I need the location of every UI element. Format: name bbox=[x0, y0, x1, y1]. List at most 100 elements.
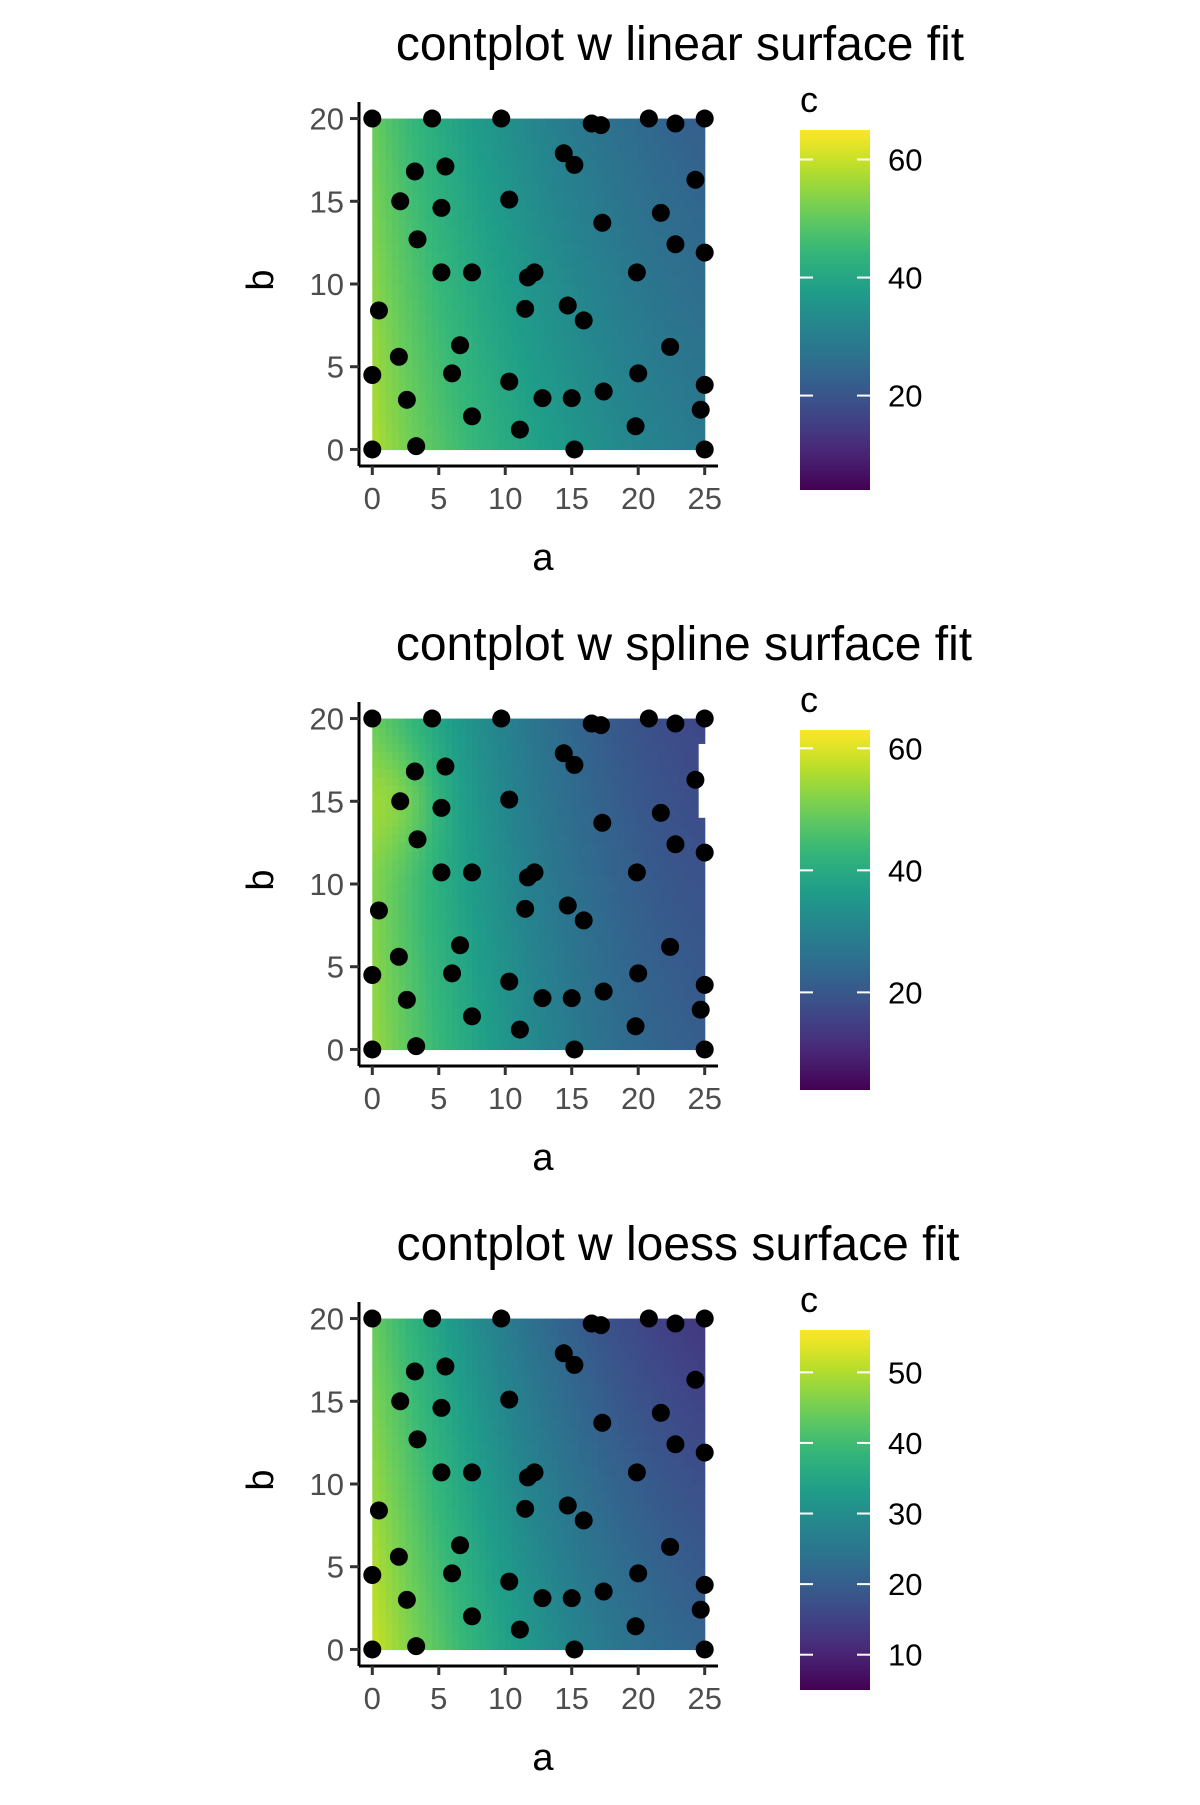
heatmap-tile bbox=[525, 1041, 532, 1050]
heatmap-tile bbox=[452, 1600, 459, 1609]
heatmap-tile bbox=[479, 358, 486, 367]
data-point bbox=[533, 389, 551, 407]
heatmap-tile bbox=[485, 301, 492, 310]
heatmap-tile bbox=[512, 358, 519, 367]
heatmap-tile bbox=[472, 1492, 479, 1501]
heatmap-tile bbox=[685, 967, 692, 976]
heatmap-tile bbox=[652, 350, 659, 359]
heatmap-tile bbox=[532, 234, 539, 243]
heatmap-tile bbox=[539, 743, 546, 752]
heatmap-tile bbox=[485, 901, 492, 910]
heatmap-tile bbox=[445, 743, 452, 752]
heatmap-tile bbox=[419, 400, 426, 409]
heatmap-tile bbox=[485, 1434, 492, 1443]
heatmap-tile bbox=[432, 735, 439, 744]
heatmap-tile bbox=[572, 243, 579, 252]
heatmap-tile bbox=[552, 408, 559, 417]
heatmap-tile bbox=[459, 810, 466, 819]
heatmap-tile bbox=[565, 210, 572, 219]
heatmap-tile bbox=[479, 334, 486, 343]
y-tick-label: 5 bbox=[327, 950, 344, 985]
heatmap-tile bbox=[406, 752, 413, 761]
heatmap-tile bbox=[459, 1501, 466, 1510]
heatmap-tile bbox=[499, 1517, 506, 1526]
heatmap-tile bbox=[372, 276, 379, 285]
heatmap-tile bbox=[512, 892, 519, 901]
heatmap-tile bbox=[539, 441, 546, 450]
heatmap-tile bbox=[445, 309, 452, 318]
heatmap-tile bbox=[685, 810, 692, 819]
heatmap-tile bbox=[459, 210, 466, 219]
heatmap-tile bbox=[618, 127, 625, 136]
heatmap-tile bbox=[452, 1476, 459, 1485]
heatmap-tile bbox=[372, 1368, 379, 1377]
heatmap-tile bbox=[671, 433, 678, 442]
heatmap-tile bbox=[386, 834, 393, 843]
heatmap-tile bbox=[545, 1041, 552, 1050]
heatmap-tile bbox=[459, 818, 466, 827]
heatmap-tile bbox=[685, 441, 692, 450]
heatmap-tile bbox=[632, 992, 639, 1001]
heatmap-tile bbox=[671, 210, 678, 219]
heatmap-tile bbox=[439, 1434, 446, 1443]
heatmap-tile bbox=[585, 934, 592, 943]
heatmap-tile bbox=[578, 867, 585, 876]
heatmap-tile bbox=[445, 1033, 452, 1042]
heatmap-tile bbox=[499, 1641, 506, 1650]
heatmap-tile bbox=[432, 375, 439, 384]
heatmap-tile bbox=[638, 727, 645, 736]
heatmap-tile bbox=[698, 892, 705, 901]
heatmap-tile bbox=[578, 884, 585, 893]
heatmap-tile bbox=[578, 334, 585, 343]
heatmap-tile bbox=[685, 1033, 692, 1042]
heatmap-tile bbox=[552, 342, 559, 351]
heatmap-tile bbox=[558, 416, 565, 425]
heatmap-tile bbox=[406, 909, 413, 918]
heatmap-tile bbox=[519, 441, 526, 450]
heatmap-tile bbox=[485, 226, 492, 235]
heatmap-tile bbox=[459, 843, 466, 852]
heatmap-tile bbox=[685, 135, 692, 144]
heatmap-tile bbox=[578, 185, 585, 194]
heatmap-tile bbox=[432, 1525, 439, 1534]
heatmap-tile bbox=[412, 127, 419, 136]
heatmap-tile bbox=[658, 408, 665, 417]
heatmap-tile bbox=[691, 301, 698, 310]
heatmap-tile bbox=[698, 942, 705, 951]
heatmap-tile bbox=[472, 1000, 479, 1009]
heatmap-tile bbox=[652, 859, 659, 868]
heatmap-tile bbox=[525, 967, 532, 976]
heatmap-tile bbox=[572, 776, 579, 785]
data-point bbox=[575, 311, 593, 329]
heatmap-tile bbox=[425, 251, 432, 260]
heatmap-tile bbox=[671, 901, 678, 910]
heatmap-tile bbox=[459, 1025, 466, 1034]
heatmap-tile bbox=[632, 292, 639, 301]
heatmap-tile bbox=[419, 859, 426, 868]
heatmap-tile bbox=[665, 826, 672, 835]
heatmap-tile bbox=[605, 752, 612, 761]
heatmap-tile bbox=[412, 325, 419, 334]
heatmap-tile bbox=[485, 934, 492, 943]
heatmap-tile bbox=[545, 267, 552, 276]
heatmap-tile bbox=[552, 785, 559, 794]
heatmap-tile bbox=[399, 1360, 406, 1369]
heatmap-tile bbox=[372, 1633, 379, 1642]
heatmap-tile bbox=[485, 1335, 492, 1344]
heatmap-tile bbox=[658, 292, 665, 301]
heatmap-tile bbox=[618, 727, 625, 736]
heatmap-tile bbox=[406, 1016, 413, 1025]
heatmap-tile bbox=[618, 185, 625, 194]
heatmap-tile bbox=[372, 958, 379, 967]
heatmap-tile bbox=[459, 826, 466, 835]
heatmap-tile bbox=[618, 925, 625, 934]
heatmap-tile bbox=[452, 1443, 459, 1452]
heatmap-tile bbox=[572, 743, 579, 752]
heatmap-tile bbox=[419, 867, 426, 876]
heatmap-tile bbox=[658, 967, 665, 976]
heatmap-tile bbox=[572, 719, 579, 728]
heatmap-tile bbox=[592, 917, 599, 926]
data-point bbox=[436, 158, 454, 176]
heatmap-tile bbox=[492, 810, 499, 819]
heatmap-tile bbox=[638, 127, 645, 136]
